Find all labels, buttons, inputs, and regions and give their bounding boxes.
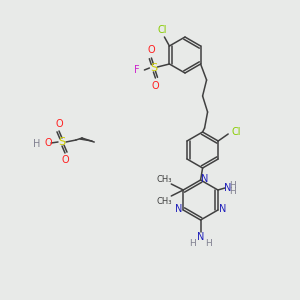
Text: H: H xyxy=(33,139,41,149)
Text: N: N xyxy=(219,204,226,214)
Text: Cl: Cl xyxy=(158,25,167,35)
Text: H: H xyxy=(205,239,212,248)
Text: H: H xyxy=(189,239,196,248)
Text: O: O xyxy=(61,155,69,165)
Text: CH₃: CH₃ xyxy=(157,175,172,184)
Text: CH₃: CH₃ xyxy=(157,196,172,206)
Text: O: O xyxy=(55,119,63,129)
Text: N: N xyxy=(201,174,208,184)
Text: O: O xyxy=(44,138,52,148)
Text: Cl: Cl xyxy=(231,127,241,137)
Text: F: F xyxy=(134,65,139,75)
Text: S: S xyxy=(58,137,66,147)
Text: N: N xyxy=(197,232,204,242)
Text: N: N xyxy=(224,183,232,193)
Text: S: S xyxy=(150,63,157,73)
Text: H: H xyxy=(230,188,236,196)
Text: O: O xyxy=(148,45,155,55)
Text: H: H xyxy=(230,181,236,190)
Text: O: O xyxy=(152,81,159,91)
Text: N: N xyxy=(175,204,182,214)
